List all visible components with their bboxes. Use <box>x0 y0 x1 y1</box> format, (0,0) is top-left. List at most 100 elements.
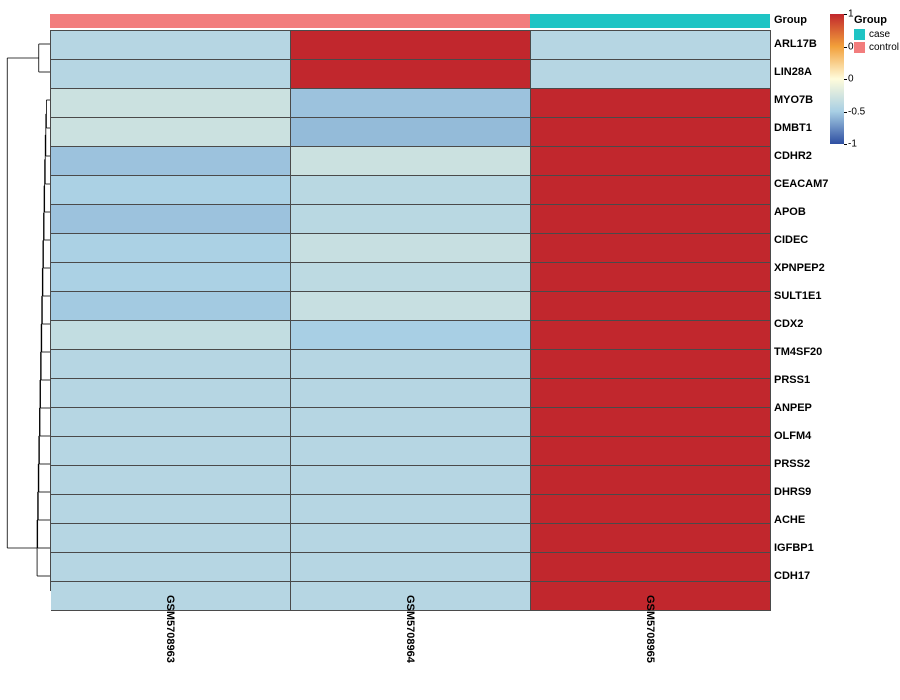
heatmap-row <box>51 147 771 176</box>
legend-item: case <box>854 29 899 40</box>
row-label: PRSS1 <box>774 366 828 394</box>
heatmap-row <box>51 205 771 234</box>
heatmap-cell <box>531 321 771 349</box>
heatmap-row <box>51 234 771 263</box>
heatmap-cell <box>51 379 291 407</box>
heatmap-cell <box>51 437 291 465</box>
heatmap-row <box>51 524 771 553</box>
colorbar-tick-label: -0.5 <box>848 106 865 117</box>
heatmap-cell <box>531 292 771 320</box>
heatmap-cell <box>531 31 771 59</box>
heatmap-cell <box>51 495 291 523</box>
row-label: PRSS2 <box>774 450 828 478</box>
colorbar-tick-line <box>844 14 847 15</box>
colorbar-tick-line <box>844 144 847 145</box>
heatmap-cell <box>531 89 771 117</box>
row-label: CDH17 <box>774 562 828 590</box>
heatmap-cell <box>531 437 771 465</box>
row-label: ACHE <box>774 506 828 534</box>
heatmap-cell <box>51 89 291 117</box>
group-legend: Groupcasecontrol <box>854 14 899 55</box>
heatmap-cell <box>531 263 771 291</box>
colorbar: 10.50-0.5-1 <box>830 14 844 144</box>
heatmap-cell <box>51 31 291 59</box>
heatmap-cell <box>291 60 531 88</box>
heatmap-cell <box>291 350 531 378</box>
legend-swatch <box>854 29 865 40</box>
heatmap-cell <box>291 466 531 494</box>
heatmap-cell <box>291 234 531 262</box>
heatmap-cell <box>51 263 291 291</box>
heatmap-row <box>51 437 771 466</box>
heatmap-cell <box>531 379 771 407</box>
heatmap-cell <box>51 553 291 581</box>
row-label: ARL17B <box>774 30 828 58</box>
heatmap-cell <box>531 495 771 523</box>
row-label: SULT1E1 <box>774 282 828 310</box>
heatmap-cell <box>51 321 291 349</box>
heatmap-cell <box>51 118 291 146</box>
heatmap-row <box>51 60 771 89</box>
row-label: CDX2 <box>774 310 828 338</box>
heatmap-row <box>51 350 771 379</box>
colorbar-tick-line <box>844 79 847 80</box>
heatmap-cell <box>291 176 531 204</box>
legend-label: case <box>869 29 890 40</box>
heatmap-cell <box>291 118 531 146</box>
legend-item: control <box>854 42 899 53</box>
legend-label: control <box>869 42 899 53</box>
row-labels: ARL17BLIN28AMYO7BDMBT1CDHR2CEACAM7APOBCI… <box>774 30 828 590</box>
heatmap-cell <box>531 176 771 204</box>
heatmap-row <box>51 292 771 321</box>
heatmap-cell <box>51 205 291 233</box>
heatmap-row <box>51 466 771 495</box>
heatmap-cell <box>51 176 291 204</box>
heatmap-cell <box>531 350 771 378</box>
heatmap-cell <box>291 205 531 233</box>
heatmap-cell <box>291 147 531 175</box>
colorbar-tick-label: 1 <box>848 9 854 20</box>
heatmap-row <box>51 379 771 408</box>
heatmap-cell <box>531 408 771 436</box>
heatmap-cell <box>291 263 531 291</box>
column-labels: GSM5708963GSM5708964GSM5708965 <box>50 595 770 685</box>
row-label: APOB <box>774 198 828 226</box>
row-label: CEACAM7 <box>774 170 828 198</box>
heatmap-cell <box>531 205 771 233</box>
heatmap-cell <box>531 466 771 494</box>
heatmap-cell <box>531 234 771 262</box>
heatmap-cell <box>291 379 531 407</box>
colorbar-tick-label: -1 <box>848 139 857 150</box>
heatmap-cell <box>531 60 771 88</box>
heatmap-row <box>51 408 771 437</box>
heatmap-cell <box>291 524 531 552</box>
row-label: MYO7B <box>774 86 828 114</box>
heatmap-cell <box>531 553 771 581</box>
heatmap-row <box>51 321 771 350</box>
row-label: LIN28A <box>774 58 828 86</box>
group-bar-label: Group <box>774 14 807 26</box>
heatmap-cell <box>51 350 291 378</box>
group-segment <box>530 14 770 28</box>
heatmap-cell <box>291 408 531 436</box>
heatmap-cell <box>531 524 771 552</box>
heatmap-cell <box>51 408 291 436</box>
heatmap-cell <box>51 292 291 320</box>
heatmap-cell <box>291 437 531 465</box>
row-label: ANPEP <box>774 394 828 422</box>
heatmap-row <box>51 553 771 582</box>
row-label: CDHR2 <box>774 142 828 170</box>
column-label: GSM5708963 <box>50 595 290 685</box>
heatmap-grid <box>50 30 771 591</box>
heatmap-row <box>51 495 771 524</box>
heatmap-row <box>51 176 771 205</box>
heatmap-cell <box>531 147 771 175</box>
row-label: DHRS9 <box>774 478 828 506</box>
row-label: TM4SF20 <box>774 338 828 366</box>
heatmap-row <box>51 263 771 292</box>
row-dendrogram <box>5 30 50 590</box>
group-segment <box>50 14 290 28</box>
row-label: IGFBP1 <box>774 534 828 562</box>
heatmap-cell <box>291 321 531 349</box>
heatmap-row <box>51 89 771 118</box>
